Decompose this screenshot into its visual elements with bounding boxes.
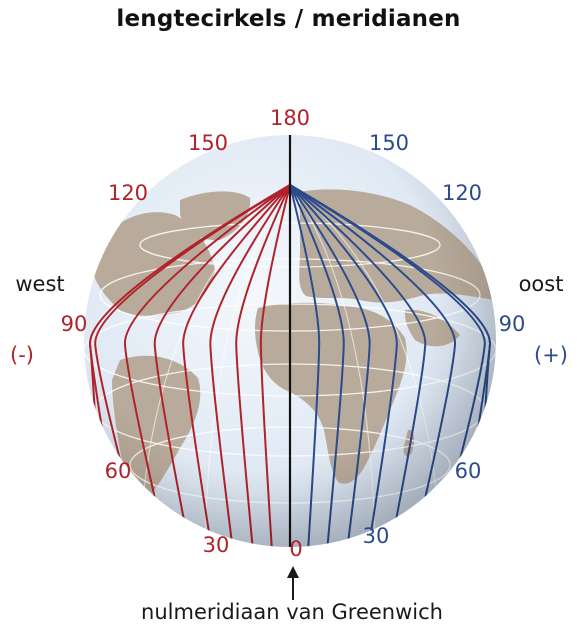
meridian-label-east-150: 150	[369, 131, 409, 155]
west-label: west	[15, 272, 64, 296]
east-label: oost	[519, 272, 564, 296]
west-sign-label: (-)	[10, 343, 34, 367]
meridian-label-east-30: 30	[363, 524, 390, 548]
meridian-label-east-90: 90	[499, 312, 526, 336]
meridian-label-west-30: 30	[203, 533, 230, 557]
meridian-label-west-150: 150	[188, 131, 228, 155]
meridian-label-east-60: 60	[455, 459, 482, 483]
arrow-up-icon	[287, 566, 299, 600]
east-sign-label: (+)	[534, 343, 568, 367]
meridian-label-west-90: 90	[61, 312, 88, 336]
meridian-label-west-60: 60	[105, 459, 132, 483]
caption-label: nulmeridiaan van Greenwich	[141, 600, 443, 624]
meridian-label-east-120: 120	[442, 181, 482, 205]
meridian-label-180: 180	[270, 106, 310, 130]
meridian-label-west-120: 120	[108, 181, 148, 205]
diagram-title: lengtecirkels / meridianen	[116, 6, 461, 32]
meridian-label-0: 0	[289, 537, 302, 561]
